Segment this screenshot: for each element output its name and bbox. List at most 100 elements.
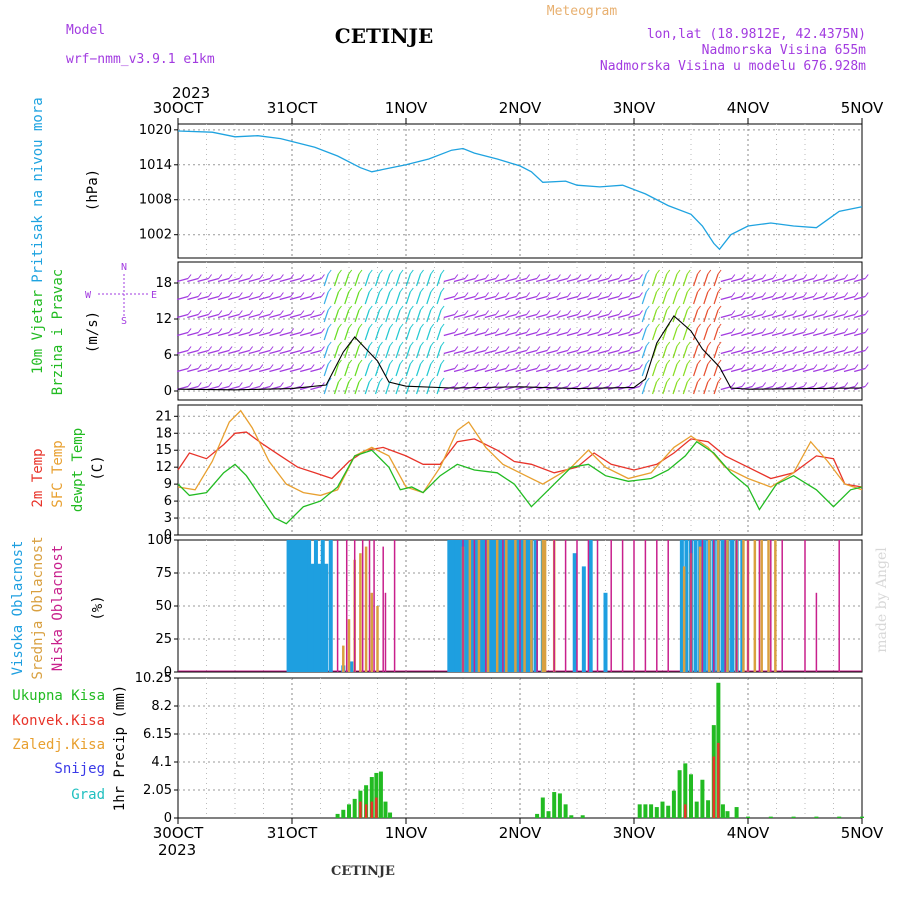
- wind-barb: [556, 277, 568, 283]
- wind-barb-flag: [505, 274, 510, 279]
- wind-barb: [813, 367, 825, 373]
- wind-barb: [782, 295, 794, 301]
- wind-barb: [289, 367, 302, 373]
- wind-barb: [843, 277, 856, 283]
- wind-barb: [751, 313, 763, 319]
- cloud-low-bar: [656, 540, 658, 672]
- wind-barb-flag: [208, 382, 212, 387]
- wind-barb: [176, 277, 189, 283]
- wind-barb: [741, 367, 753, 373]
- wind-barb-flag: [515, 310, 520, 315]
- wind-barb-flag: [813, 274, 818, 279]
- wind-barb-flag: [420, 359, 424, 365]
- wind-barb: [566, 313, 579, 319]
- precip-total-bar: [720, 804, 725, 818]
- wind-barb: [344, 363, 350, 377]
- wind-barb: [607, 295, 620, 301]
- wind-barb: [651, 309, 658, 323]
- wind-barb-flag: [327, 341, 332, 347]
- wind-barb: [597, 349, 609, 355]
- wind-barb-flag: [379, 287, 383, 293]
- cloud-y-tick-label: 50: [155, 599, 172, 614]
- cloud-high-bar: [508, 540, 513, 672]
- wind-barb-flag: [834, 382, 838, 387]
- wind-barb: [515, 295, 527, 301]
- wind-barb-flag: [536, 346, 541, 351]
- wind-barb-flag: [279, 382, 284, 387]
- wind-barb-flag: [368, 305, 373, 311]
- wind-barb: [607, 313, 620, 319]
- wind-barb: [228, 295, 240, 301]
- cloud-mid-bar: [514, 540, 517, 672]
- wind-barb-flag: [762, 310, 767, 315]
- wind-barb: [651, 327, 658, 341]
- wind-barb-flag: [249, 292, 254, 297]
- pressure-y-tick-label: 1008: [139, 193, 172, 208]
- wind-barb-flag: [854, 274, 859, 279]
- precip-total-bar: [388, 812, 393, 818]
- cloud-low-bar: [587, 540, 590, 672]
- wind-barb: [279, 331, 291, 337]
- wind-barb-flag: [218, 346, 223, 351]
- precip-total-bar: [535, 813, 540, 818]
- wind-barb-flag: [420, 323, 424, 329]
- wind-barb: [525, 313, 538, 319]
- wind-barb: [474, 331, 486, 337]
- wind-barb: [651, 363, 658, 377]
- cloud-mid-bar: [717, 540, 720, 672]
- wind-barb: [651, 273, 658, 287]
- wind-barb: [494, 295, 507, 301]
- wind-barb: [453, 349, 466, 355]
- panels: 1020101410081002181260211815129630100755…: [135, 123, 869, 826]
- top-tick-label: 31OCT: [267, 99, 318, 117]
- wind-barb-flag: [379, 341, 383, 347]
- cloud-low-bar: [384, 592, 387, 672]
- product-title: Meteogram: [547, 4, 618, 19]
- wind-barb: [426, 381, 432, 395]
- wind-barb-flag: [834, 328, 838, 333]
- wind-barb: [823, 331, 835, 337]
- cloud-low-bar: [747, 540, 749, 672]
- wind-barb: [628, 367, 640, 373]
- wind-barb-flag: [321, 328, 325, 333]
- precip-label-freezing: Zaledj.Kisa: [12, 737, 105, 753]
- wind-barb-flag: [666, 305, 671, 311]
- wind-barb-flag: [762, 346, 767, 351]
- model-label: Model: [66, 23, 105, 38]
- wind-barb-flag: [793, 382, 797, 387]
- wind-barb: [289, 295, 302, 301]
- cloud-high-bar: [581, 566, 586, 672]
- wind-barb-flag: [338, 269, 342, 275]
- wind-barb: [217, 385, 230, 391]
- wind-barb: [176, 313, 189, 319]
- wind-barb-flag: [389, 359, 394, 365]
- precip-panel: 10.25 8.2 6.15 4.1 2.05 0: [135, 671, 864, 826]
- wind-barb-flag: [338, 323, 342, 329]
- wind-barb-flag: [197, 292, 202, 297]
- wind-barb: [618, 313, 630, 319]
- wind-barb: [187, 367, 199, 373]
- cloud-mid-bar: [505, 540, 508, 672]
- wind-barb-flag: [238, 310, 243, 315]
- wind-barb-flag: [782, 328, 787, 333]
- wind-barb-flag: [526, 292, 531, 297]
- wind-barb-flag: [598, 310, 602, 315]
- precip-total-bar: [860, 816, 864, 818]
- wind-barb-flag: [676, 323, 681, 329]
- cloud-high-bar: [457, 540, 462, 672]
- wind-barb: [556, 331, 568, 337]
- wind-barb-flag: [409, 359, 414, 365]
- wind-barb: [843, 367, 856, 373]
- wind-barb-flag: [823, 346, 828, 351]
- wind-barb: [300, 295, 312, 301]
- wind-barb-flag: [238, 274, 243, 279]
- wind-barb-flag: [823, 328, 828, 333]
- wind-barb-flag: [628, 310, 633, 315]
- wind-barb: [207, 277, 219, 283]
- wind-barb: [536, 349, 548, 355]
- wind-barb: [587, 349, 599, 355]
- wind-barb-flag: [645, 269, 650, 275]
- wind-barb: [741, 331, 753, 337]
- wind-barb: [577, 367, 589, 373]
